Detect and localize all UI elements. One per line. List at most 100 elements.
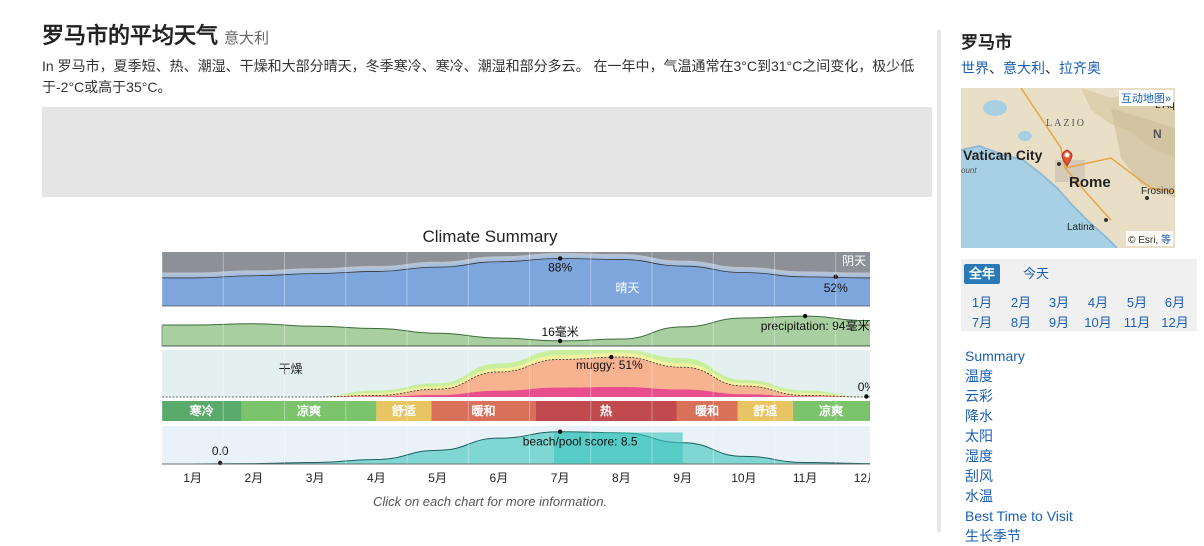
chart-title: Climate Summary xyxy=(422,227,558,246)
chart-caption: Click on each chart for more information… xyxy=(372,494,608,509)
toc-summary[interactable]: Summary xyxy=(965,348,1025,364)
temperature-band-label-1: 寒冷 xyxy=(189,403,214,418)
month-tick-label-10: 10月 xyxy=(731,471,756,485)
temperature-band-label-2: 凉爽 xyxy=(297,403,321,418)
location-pin-dot xyxy=(1064,152,1070,158)
humidity-line xyxy=(162,356,870,398)
climate-summary-chart[interactable]: 88% 52% 阴天 晴天 16毫米 precipitation: 94毫米 干燥 muggy… xyxy=(110,222,870,522)
interactive-map-link[interactable]: 互动地图» xyxy=(1118,90,1173,106)
month-tick-label-8: 8月 xyxy=(612,471,631,485)
period-selector: 全年 今天 1月 2月 3月 4月 5月 6月 7月 8月 9月 10月 11月… xyxy=(961,259,1197,331)
map-label-latina: Latina xyxy=(1067,222,1095,233)
sidebar-title: 罗马市 xyxy=(961,33,1012,52)
map-label-vatican: Vatican City xyxy=(963,147,1043,163)
month-tick-label-6: 6月 xyxy=(490,471,509,485)
main-content: 罗马市的平均天气 意大利 In 罗马市，夏季短、热、潮湿、干燥和大部分晴天，冬季寒… xyxy=(42,0,934,532)
breadcrumb-italy[interactable]: 意大利 xyxy=(1003,60,1045,76)
month-tick-label-1: 1月 xyxy=(183,471,202,485)
location-map[interactable]: LAZIO Vatican City Rome Latina Frosino L… xyxy=(961,88,1175,248)
month-link-5[interactable]: 5月 xyxy=(1126,295,1148,310)
sidebar-breadcrumb: 世界、意大利、拉齐奥 xyxy=(961,58,1101,78)
breadcrumb-separator: 、 xyxy=(1045,60,1059,76)
temperature-band-9 xyxy=(869,401,870,421)
humidity-dry-label: 干燥 xyxy=(279,362,303,376)
temperature-band-label-7: 舒适 xyxy=(752,403,777,418)
precipitation-min-marker xyxy=(557,338,563,344)
toc-sun[interactable]: 太阳 xyxy=(965,428,993,444)
beach-score-min-label: 0.0 xyxy=(212,444,229,458)
beach-score-min-marker xyxy=(217,460,223,466)
breadcrumb-lazio[interactable]: 拉齐奥 xyxy=(1059,60,1101,76)
cloud-max-marker xyxy=(557,256,563,261)
map-dot-latina xyxy=(1104,218,1108,222)
map-lake-bolsena xyxy=(983,100,1007,116)
month-link-3[interactable]: 3月 xyxy=(1048,295,1070,310)
temperature-band-3 xyxy=(376,401,432,421)
temperature-band-label-8: 凉爽 xyxy=(819,403,843,418)
map-label-coast: ount xyxy=(961,166,977,175)
breadcrumb-separator: 、 xyxy=(989,60,1003,76)
month-link-12[interactable]: 12月 xyxy=(1161,315,1189,330)
month-link-4[interactable]: 4月 xyxy=(1087,295,1109,310)
precipitation-max-label: precipitation: 94毫米 xyxy=(761,318,870,333)
sidebar: 罗马市 世界、意大利、拉齐奥 LAZIO Vatican City Rome xyxy=(961,0,1204,544)
month-link-2[interactable]: 2月 xyxy=(1010,295,1032,310)
month-tick-label-9: 9月 xyxy=(673,471,692,485)
month-link-11[interactable]: 11月 xyxy=(1123,315,1151,330)
month-link-9[interactable]: 9月 xyxy=(1048,315,1070,330)
humidity-min-label: 0% xyxy=(858,380,870,394)
precipitation-max-marker xyxy=(802,313,808,319)
beach-score-max-marker xyxy=(557,429,563,434)
page-title-text: 罗马市的平均天气 xyxy=(42,23,219,48)
map-credit-link[interactable]: 等 xyxy=(1161,235,1171,246)
column-divider xyxy=(937,30,941,532)
map-lake-bracciano xyxy=(1018,131,1032,141)
temperature-band-8 xyxy=(792,401,870,421)
map-label-n: N xyxy=(1153,127,1162,141)
map-label-rome: Rome xyxy=(1069,174,1111,191)
toc-humidity[interactable]: 湿度 xyxy=(965,448,993,464)
toc-best-time[interactable]: Best Time to Visit xyxy=(965,508,1073,524)
cloud-clear-label: 晴天 xyxy=(615,281,639,295)
temperature-band-label-3: 舒适 xyxy=(391,403,416,418)
beach-score-max-label: beach/pool score: 8.5 xyxy=(523,435,638,449)
month-tick-label-7: 7月 xyxy=(551,471,570,485)
tab-today[interactable]: 今天 xyxy=(1023,266,1050,281)
temperature-band-5 xyxy=(535,401,677,421)
temperature-band-label-4: 暖和 xyxy=(472,403,496,418)
humidity-max-marker xyxy=(609,354,614,360)
toc-water-temperature[interactable]: 水温 xyxy=(965,488,993,504)
location-pin-icon xyxy=(1061,149,1073,167)
month-link-1[interactable]: 1月 xyxy=(971,295,993,310)
cloud-overcast-label: 阴天 xyxy=(842,254,866,268)
map-credit-text: © Esri, xyxy=(1128,235,1159,246)
cloud-line xyxy=(161,258,870,279)
humidity-max-label: muggy: 51% xyxy=(576,358,643,372)
beach-score-area xyxy=(161,431,870,465)
toc-temperature[interactable]: 温度 xyxy=(965,368,993,384)
toc-wind[interactable]: 刮风 xyxy=(965,468,993,484)
map-apennines xyxy=(1111,108,1175,198)
temperature-band-label-5: 热 xyxy=(600,403,612,418)
humidity-muggy-area xyxy=(162,357,870,397)
month-link-10[interactable]: 10月 xyxy=(1084,315,1112,330)
map-sea xyxy=(961,146,1117,248)
month-tick-label-12: 12月 xyxy=(854,471,870,485)
tab-all-year[interactable]: 全年 xyxy=(964,264,1001,284)
breadcrumb-world[interactable]: 世界 xyxy=(961,60,989,76)
temperature-band-4 xyxy=(431,401,536,421)
cloud-min-label: 52% xyxy=(824,281,848,295)
temperature-band-6 xyxy=(676,401,738,421)
temperature-band-1 xyxy=(162,401,242,421)
month-link-6[interactable]: 6月 xyxy=(1164,295,1186,310)
beach-score-best-band xyxy=(554,432,683,464)
cloud-clear-area xyxy=(162,258,870,306)
toc-growing-season[interactable]: 生长季节 xyxy=(965,528,1021,544)
toc-clouds[interactable]: 云彩 xyxy=(965,388,993,404)
map-dot-vatican xyxy=(1057,162,1061,166)
month-link-8[interactable]: 8月 xyxy=(1010,315,1032,330)
temperature-band-7 xyxy=(737,401,793,421)
month-link-7[interactable]: 7月 xyxy=(971,315,993,330)
toc-precipitation[interactable]: 降水 xyxy=(965,408,993,424)
